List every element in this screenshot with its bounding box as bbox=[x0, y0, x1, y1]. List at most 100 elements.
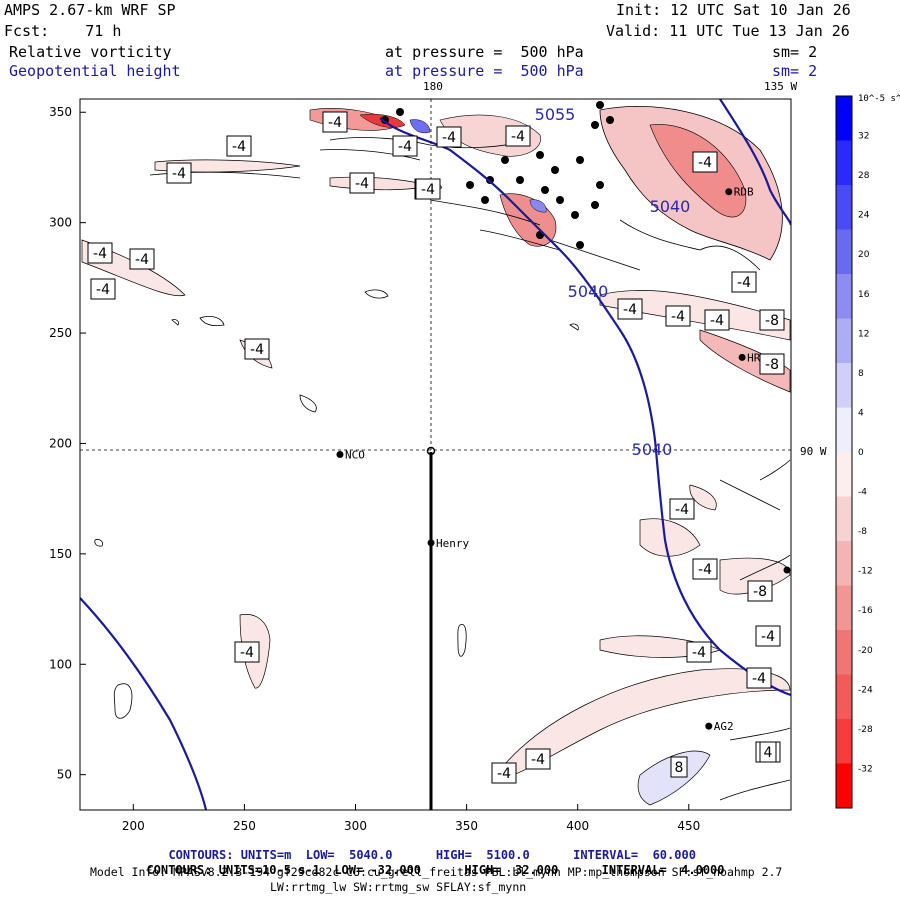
svg-text:-4: -4 bbox=[710, 313, 724, 329]
vorticity-label: -4 bbox=[692, 558, 718, 580]
svg-text:-4: -4 bbox=[232, 139, 246, 155]
svg-text:-4: -4 bbox=[96, 282, 110, 298]
height-label: 5040 bbox=[568, 282, 609, 301]
svg-text:-4: -4 bbox=[698, 155, 712, 171]
vorticity-label: -4 bbox=[755, 625, 781, 647]
colorbar-tick-label: 12 bbox=[858, 329, 869, 339]
svg-text:-4: -4 bbox=[737, 275, 751, 291]
colorbar-swatch bbox=[836, 541, 852, 586]
colorbar-swatch bbox=[836, 407, 852, 453]
height-label: 5040 bbox=[650, 197, 691, 216]
vorticity-label: -4 bbox=[87, 242, 113, 264]
vort-patch-blue1 bbox=[637, 750, 711, 806]
colorbar-tick-label: -4 bbox=[858, 488, 867, 498]
colorbar-tick-label: 28 bbox=[858, 171, 870, 181]
x-tick-label: 250 bbox=[233, 819, 256, 833]
meridian-180-label: 180 bbox=[423, 80, 443, 93]
svg-text:-4: -4 bbox=[692, 645, 706, 661]
y-tick-label: 50 bbox=[57, 768, 72, 782]
vorticity-label: -4 bbox=[234, 641, 260, 663]
y-tick-label: 100 bbox=[49, 657, 72, 671]
contours1-interval: INTERVAL= 60.000 bbox=[573, 848, 696, 862]
svg-text:-4: -4 bbox=[172, 166, 186, 182]
colorbar-tick-label: 20 bbox=[858, 250, 870, 260]
height-contours bbox=[80, 99, 791, 810]
vort-patch-blue3 bbox=[529, 199, 547, 213]
contours1-units: UNITS=m bbox=[240, 848, 292, 862]
vorticity-label: -4 bbox=[665, 305, 691, 327]
colorbar-swatch bbox=[836, 229, 852, 275]
colorbar-swatch bbox=[836, 763, 852, 809]
colorbar-swatch bbox=[836, 274, 852, 319]
colorbar-tick-label: -24 bbox=[858, 685, 873, 695]
dense-feature-dots bbox=[381, 101, 614, 249]
colorbar-tick-label: 24 bbox=[858, 211, 870, 221]
station-label: AG2 bbox=[714, 720, 734, 733]
colorbar-tick-label: -32 bbox=[858, 764, 873, 774]
vorticity-label: -4 bbox=[704, 309, 730, 331]
vorticity-label: -4 bbox=[415, 178, 441, 200]
height-label: 5055 bbox=[535, 105, 576, 124]
vorticity-label: -4 bbox=[491, 762, 517, 784]
station-label: RDB bbox=[734, 186, 754, 199]
colorbar-swatch bbox=[836, 452, 852, 497]
vorticity-label: -8 bbox=[759, 309, 785, 331]
footer-vort-contours: CONTOURS: UNITS=10-5 s-1 LOW= -32.000 HI… bbox=[132, 851, 725, 877]
colorbar-swatch bbox=[836, 496, 852, 542]
contours2-interval: INTERVAL= 4.0000 bbox=[601, 863, 725, 877]
x-tick-label: 350 bbox=[455, 819, 478, 833]
vorticity-label: -8 bbox=[759, 353, 785, 375]
svg-text:-4: -4 bbox=[752, 671, 766, 687]
svg-text:-4: -4 bbox=[698, 562, 712, 578]
vort-patch-blue2 bbox=[409, 119, 431, 134]
svg-text:-8: -8 bbox=[753, 584, 767, 600]
colorbar-tick-label: -28 bbox=[858, 725, 873, 735]
colorbar-swatch bbox=[836, 185, 852, 230]
footer-height-contours: CONTOURS: UNITS=m LOW= 5040.0 HIGH= 5100… bbox=[154, 836, 696, 862]
svg-text:-4: -4 bbox=[675, 502, 689, 518]
colorbar-tick-label: -12 bbox=[858, 567, 873, 577]
colorbar-tick-label: -16 bbox=[858, 606, 873, 616]
colorbar-swatch bbox=[836, 630, 852, 675]
colorbar-tick-label: 0 bbox=[858, 448, 864, 458]
colorbar-swatch bbox=[836, 318, 852, 364]
colorbar-swatch bbox=[836, 140, 852, 186]
station-dot bbox=[336, 451, 344, 458]
colorbar-swatch bbox=[836, 674, 852, 720]
colorbar-swatch bbox=[836, 96, 852, 141]
vorticity-label: -4 bbox=[90, 278, 116, 300]
model-info-2: LW:rrtmg_lw SW:rrtmg_sw SFLAY:sf_mynn bbox=[270, 880, 527, 894]
vort-patch-s1 bbox=[689, 484, 717, 511]
colorbar-frame bbox=[835, 95, 853, 809]
vorticity-label: -4 bbox=[617, 298, 643, 320]
colorbar-tick-label: 8 bbox=[858, 369, 864, 379]
y-tick-label: 150 bbox=[49, 547, 72, 561]
vorticity-label: 4 bbox=[759, 741, 777, 763]
svg-text:-8: -8 bbox=[765, 357, 779, 373]
colorbar-unit: 10^-5 s^-1 bbox=[858, 94, 900, 104]
field2-name: Geopotential height bbox=[9, 62, 181, 80]
vorticity-label: -4 bbox=[392, 135, 418, 157]
contours1-low: LOW= 5040.0 bbox=[305, 848, 393, 862]
station-dot bbox=[738, 353, 746, 361]
valid-time: Valid: 11 UTC Tue 13 Jan 26 bbox=[606, 22, 850, 40]
vorticity-label: -4 bbox=[166, 162, 192, 184]
svg-text:-4: -4 bbox=[442, 130, 456, 146]
station-label: NCO bbox=[345, 449, 365, 462]
colorbar-swatch bbox=[836, 719, 852, 764]
vorticity-label: -4 bbox=[436, 126, 462, 148]
station-dot bbox=[705, 722, 713, 730]
vort-patch-e1 bbox=[599, 289, 791, 341]
station-dot bbox=[427, 539, 435, 547]
svg-text:-4: -4 bbox=[398, 139, 412, 155]
contours2-label: CONTOURS: bbox=[146, 863, 212, 877]
vorticity-label: -4 bbox=[746, 667, 772, 689]
vorticity-label: -8 bbox=[747, 580, 773, 602]
height-label: 5040 bbox=[632, 440, 673, 459]
height-labels: 5040 5040 5040 5055 bbox=[535, 105, 691, 459]
vorticity-label: -4 bbox=[226, 135, 252, 157]
vorticity-label: -4 bbox=[244, 338, 270, 360]
contours2-high: HIGH= 32.000 bbox=[464, 863, 559, 877]
